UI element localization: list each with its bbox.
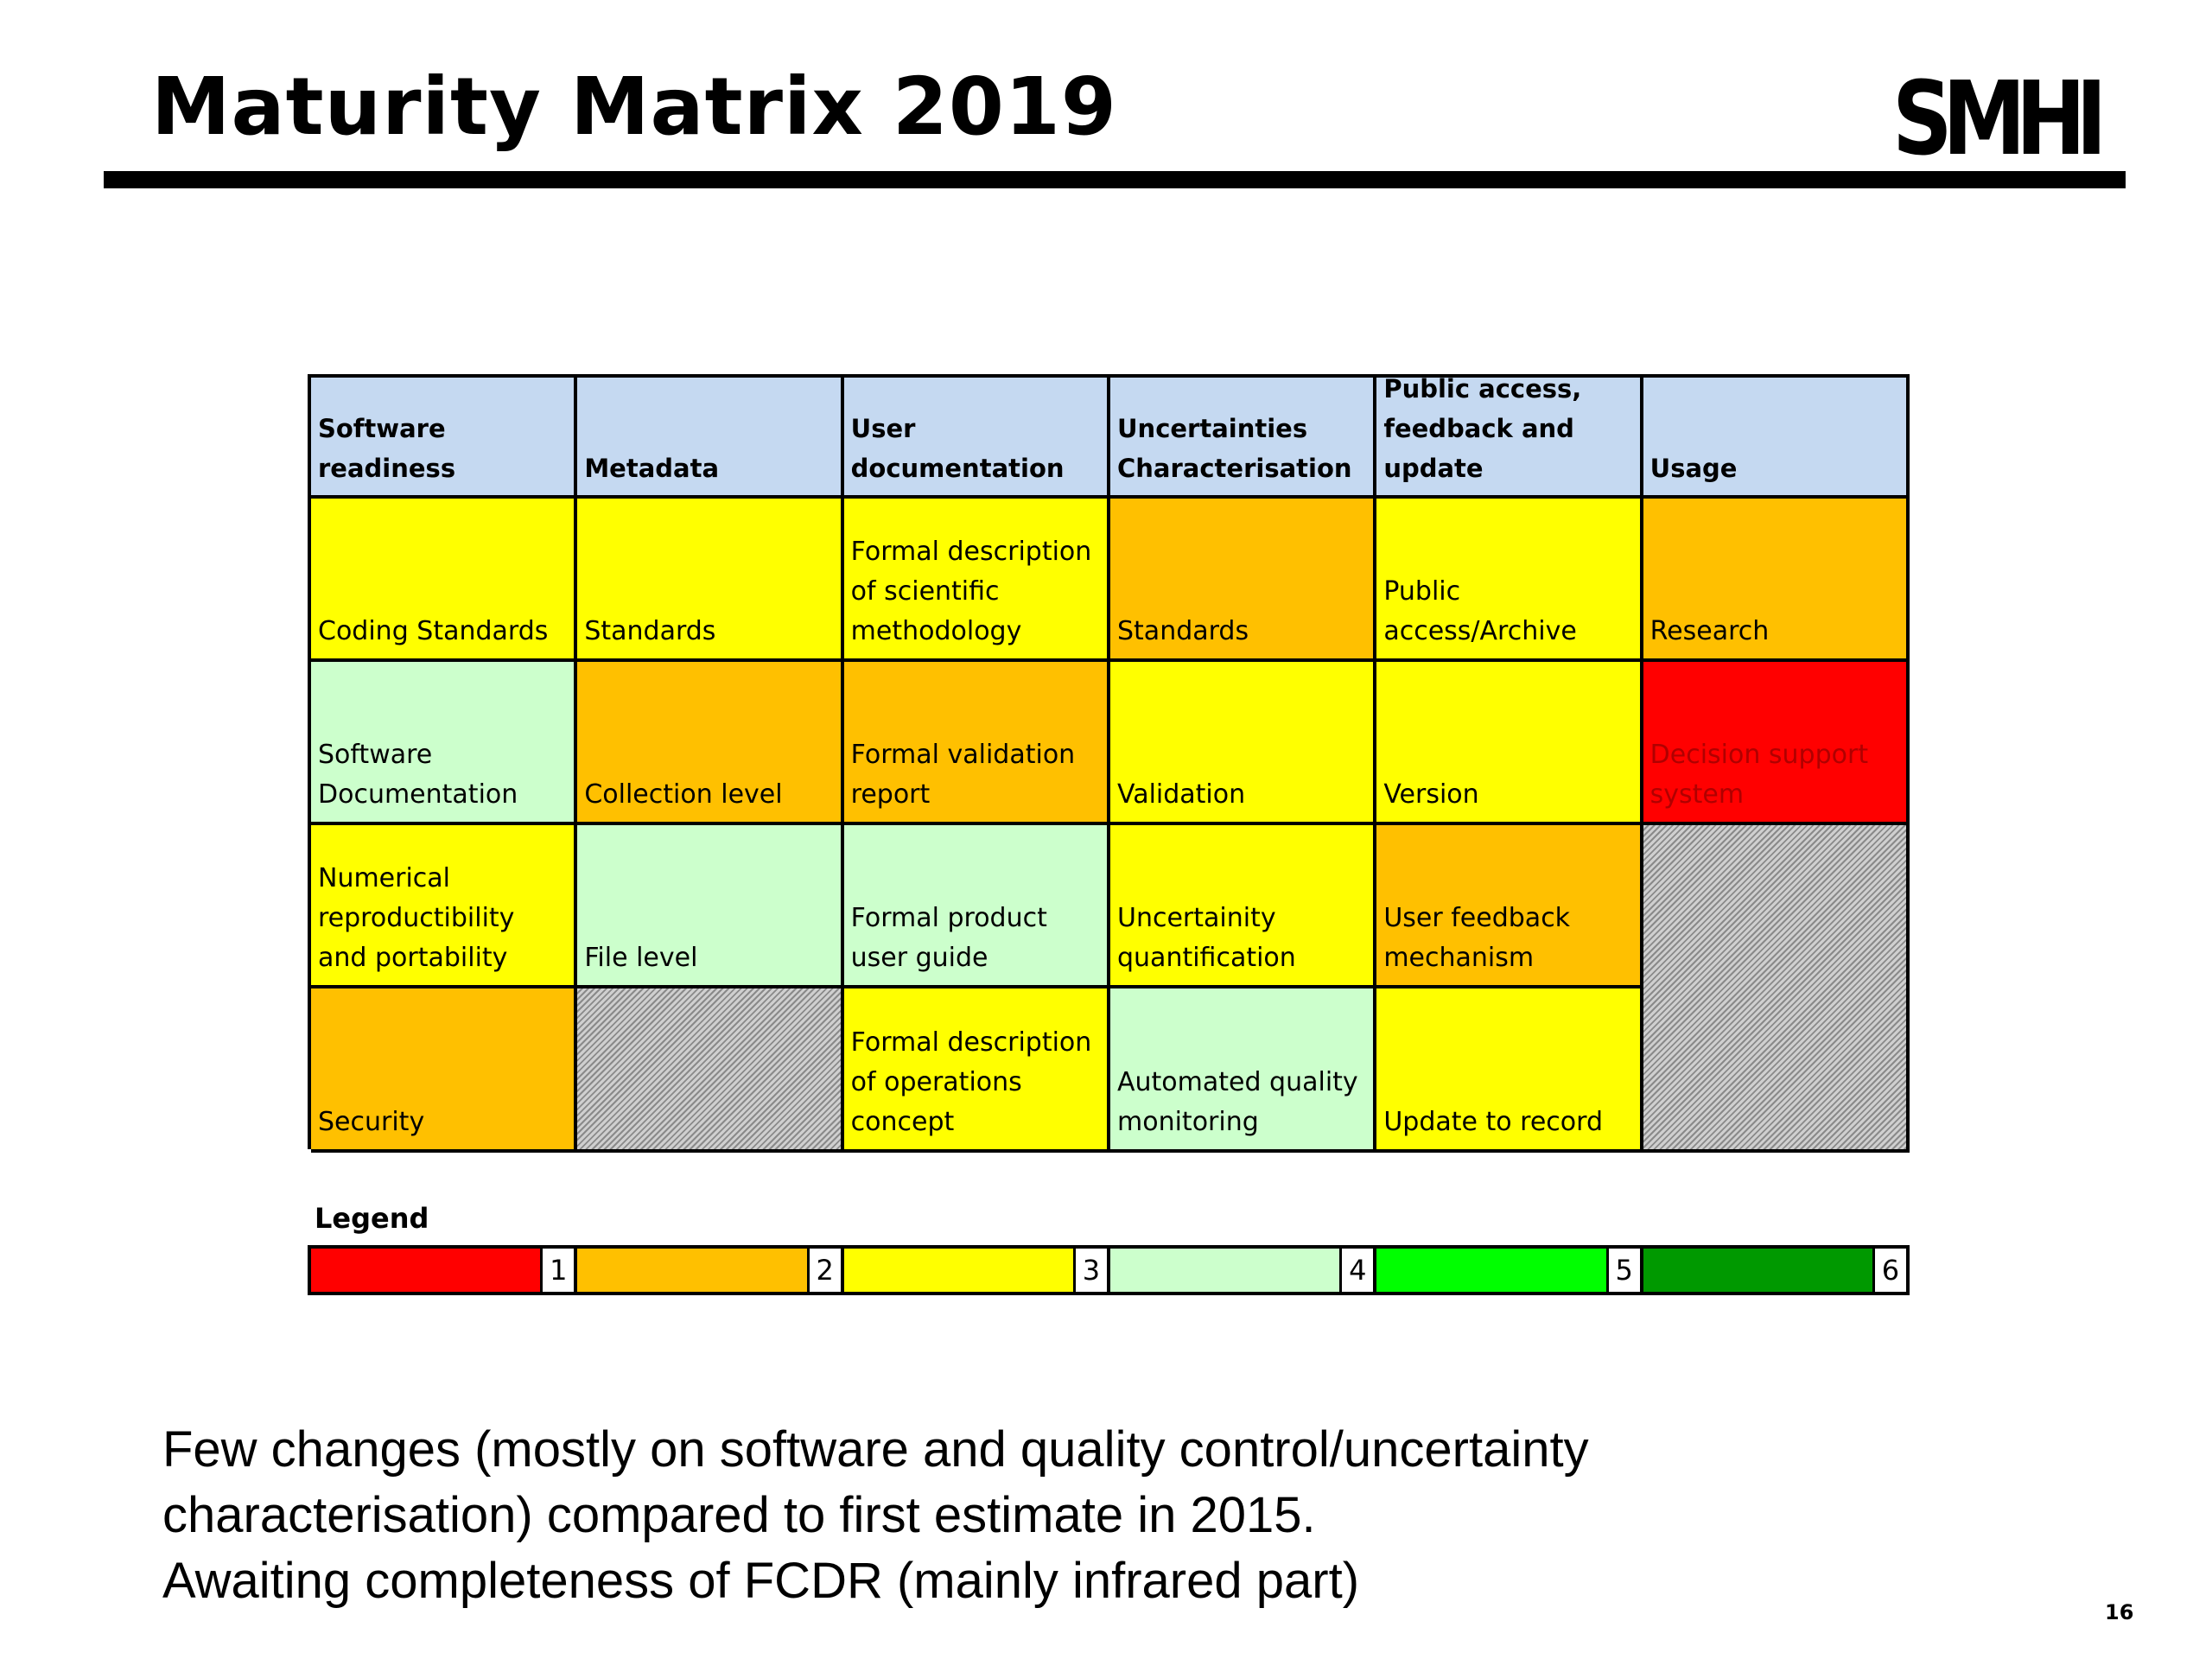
cell-label: Coding Standards <box>318 616 549 646</box>
legend-item: 6 <box>1643 1249 1906 1292</box>
matrix-cell: Public access/Archive <box>1376 499 1643 662</box>
cell-label: Collection level <box>584 779 783 810</box>
matrix-cell-not-applicable <box>1643 825 1910 1153</box>
cell-label: Update to record <box>1383 1107 1603 1137</box>
matrix-cell: Formal product user guide <box>843 825 1110 988</box>
cell-label: Standards <box>584 616 716 646</box>
header-label: Uncertainties Characterisation <box>1117 414 1352 483</box>
matrix-cell: Uncertainity quantification <box>1110 825 1377 988</box>
legend-swatch <box>1109 1249 1340 1292</box>
title-underline <box>104 171 2126 188</box>
matrix-header-cell: Usage <box>1643 378 1910 499</box>
legend-label: 1 <box>540 1249 575 1292</box>
cell-label: Formal description of operations concept <box>850 1027 1092 1137</box>
cell-label: Security <box>318 1107 425 1137</box>
matrix-header-cell: Metadata <box>577 378 844 499</box>
legend-swatch <box>311 1249 541 1292</box>
legend-label: 4 <box>1339 1249 1374 1292</box>
page-number: 16 <box>2105 1600 2134 1624</box>
cell-label: Validation <box>1117 779 1246 810</box>
matrix-cell: Decision support system <box>1643 662 1910 825</box>
cell-label: Automated quality monitoring <box>1117 1067 1358 1137</box>
matrix-cell: Security <box>311 988 578 1153</box>
matrix-cell: Update to record <box>1376 988 1643 1153</box>
cell-label: Standards <box>1117 616 1249 646</box>
cell-label: File level <box>584 943 698 973</box>
header-label: Software readiness <box>318 414 456 483</box>
matrix-header-cell: User documentation <box>843 378 1110 499</box>
matrix-cell: Collection level <box>577 662 844 825</box>
matrix-cell-not-applicable <box>577 988 844 1153</box>
matrix-cell: Formal description of operations concept <box>843 988 1110 1153</box>
slide-title: Maturity Matrix 2019 <box>151 60 1117 153</box>
legend-swatch <box>1376 1249 1606 1292</box>
matrix-cell: User feedback mechanism <box>1376 825 1643 988</box>
legend-label: 3 <box>1072 1249 1107 1292</box>
matrix-cell: Software Documentation <box>311 662 578 825</box>
header-label: User documentation <box>850 414 1065 483</box>
header-label: Metadata <box>584 454 720 483</box>
legend-item: 2 <box>577 1249 844 1292</box>
legend-title: Legend <box>315 1202 429 1235</box>
notes-line: characterisation) compared to first esti… <box>162 1487 1316 1543</box>
matrix-cell: Formal description of scientific methodo… <box>843 499 1110 662</box>
cell-label: Decision support system <box>1649 740 1869 810</box>
cell-label: Software Documentation <box>318 740 518 810</box>
cell-label: User feedback mechanism <box>1383 903 1571 973</box>
cell-label: Formal validation report <box>850 740 1076 810</box>
matrix-header-cell: Software readiness <box>311 378 578 499</box>
smhi-logo: SMHI <box>1892 59 2107 178</box>
notes-line: Awaiting completeness of FCDR (mainly in… <box>162 1553 1360 1609</box>
notes-line: Few changes (mostly on software and qual… <box>162 1421 1589 1478</box>
cell-label: Uncertainity quantification <box>1117 903 1296 973</box>
matrix-cell: Numerical reproductibility and portabili… <box>311 825 578 988</box>
legend-item: 3 <box>843 1249 1110 1292</box>
legend-item: 5 <box>1376 1249 1643 1292</box>
matrix-header-cell: Public access, feedback and update <box>1376 378 1643 499</box>
cell-label: Numerical reproductibility and portabili… <box>318 863 515 973</box>
legend-item: 1 <box>311 1249 578 1292</box>
cell-label: Public access/Archive <box>1383 576 1577 646</box>
header-label: Public access, feedback and update <box>1383 378 1582 483</box>
matrix-cell: Standards <box>577 499 844 662</box>
legend-label: 6 <box>1872 1249 1906 1292</box>
legend-swatch <box>1643 1249 1872 1292</box>
legend-bar: 1 2 3 4 5 6 <box>308 1245 1910 1295</box>
matrix-cell: Formal validation report <box>843 662 1110 825</box>
legend-item: 4 <box>1109 1249 1377 1292</box>
cell-label: Formal product user guide <box>850 903 1047 973</box>
matrix-cell: Coding Standards <box>311 499 578 662</box>
matrix-cell: Standards <box>1110 499 1377 662</box>
matrix-header-cell: Uncertainties Characterisation <box>1110 378 1377 499</box>
legend-swatch <box>577 1249 807 1292</box>
header-label: Usage <box>1649 454 1738 483</box>
legend-label: 2 <box>806 1249 841 1292</box>
matrix-cell: Automated quality monitoring <box>1110 988 1377 1153</box>
matrix-cell: Validation <box>1110 662 1377 825</box>
slide-notes: Few changes (mostly on software and qual… <box>162 1417 1589 1614</box>
maturity-matrix: Software readiness Metadata User documen… <box>308 374 1910 1153</box>
legend-label: 5 <box>1605 1249 1640 1292</box>
cell-label: Version <box>1383 779 1479 810</box>
legend-swatch <box>843 1249 1073 1292</box>
cell-label: Research <box>1649 616 1770 646</box>
matrix-cell: File level <box>577 825 844 988</box>
matrix-cell: Research <box>1643 499 1910 662</box>
cell-label: Formal description of scientific methodo… <box>850 537 1092 646</box>
matrix-cell: Version <box>1376 662 1643 825</box>
